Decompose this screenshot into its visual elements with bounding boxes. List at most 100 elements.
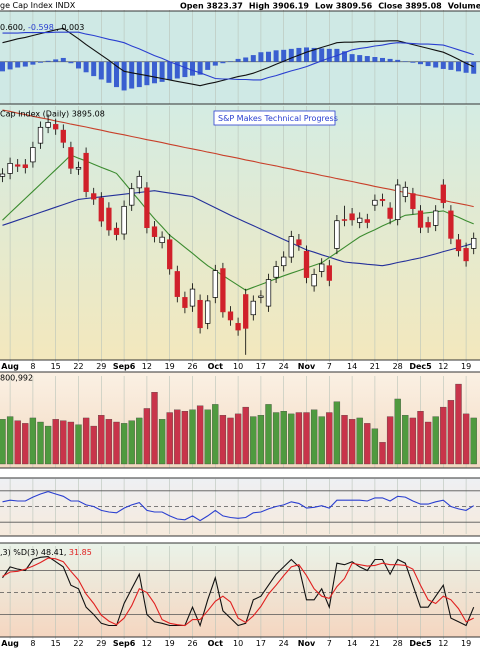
- histogram-bar: [212, 61, 218, 66]
- candle-body: [273, 266, 279, 278]
- candle-body: [326, 265, 332, 281]
- volume-bar: [409, 417, 417, 465]
- candle-body: [159, 236, 165, 244]
- candle-body: [0, 173, 6, 177]
- x-tick-label: 12: [438, 639, 448, 648]
- histogram-bar: [159, 61, 165, 82]
- histogram-bar: [167, 61, 173, 80]
- volume-bar: [181, 411, 189, 465]
- volume-bar: [136, 417, 143, 465]
- volume-bar: [60, 420, 67, 465]
- x-tick-label: 8: [30, 362, 35, 371]
- volume-bar: [348, 419, 356, 465]
- annotation: S&P Makes Technical Progress: [218, 114, 338, 123]
- histogram-bar: [273, 50, 279, 62]
- volume-bar: [326, 412, 333, 465]
- histogram-bar: [220, 61, 226, 64]
- candle-body: [189, 288, 196, 307]
- x-tick-label: 21: [370, 362, 380, 371]
- x-tick-label: 17: [256, 362, 266, 371]
- histogram-bar: [250, 55, 256, 62]
- histogram-bar: [418, 61, 423, 65]
- volume-bar: [98, 415, 105, 465]
- volume-bar: [29, 417, 37, 465]
- volume-bar: [82, 417, 90, 465]
- x-tick-label: 12: [142, 362, 152, 371]
- volume-bar: [417, 411, 424, 465]
- candle-body: [182, 297, 188, 308]
- volume-bar: [227, 417, 234, 465]
- histogram-bar: [76, 61, 81, 69]
- indicator-line: [2, 154, 474, 291]
- candle-body: [91, 193, 97, 200]
- histogram-bar: [83, 61, 89, 73]
- candle-body: [205, 300, 211, 324]
- header-item: Low 3809.56: [315, 1, 373, 10]
- candle-body: [15, 164, 21, 167]
- volume-bar: [265, 404, 272, 465]
- x-tick-label: Aug: [1, 639, 19, 648]
- candle-body: [30, 147, 36, 163]
- histogram-bar: [266, 51, 271, 62]
- histogram-bar: [0, 61, 5, 72]
- label-part: 31.85: [69, 548, 92, 557]
- candle-body: [402, 186, 408, 197]
- header-item: High 3906.19: [249, 1, 310, 10]
- x-tick-label: 12: [142, 639, 152, 648]
- x-tick-label: 28: [393, 362, 403, 371]
- candle-body: [68, 147, 74, 169]
- x-tick-label: 8: [30, 639, 35, 648]
- candle-body: [425, 222, 431, 228]
- histogram-bar: [129, 61, 135, 89]
- histogram-bar: [174, 61, 180, 79]
- x-tick-label: Sep6: [113, 362, 136, 371]
- candle-body: [258, 295, 264, 298]
- volume-bar: [14, 420, 21, 465]
- candle-body: [22, 164, 28, 169]
- x-tick-label: 14: [347, 639, 357, 648]
- volume-bar: [158, 419, 166, 465]
- x-tick-label: 26: [187, 362, 197, 371]
- histogram-bar: [45, 60, 51, 62]
- header-bar: [0, 0, 480, 11]
- candle-body: [471, 237, 477, 249]
- candle-body: [463, 248, 469, 262]
- candle-body: [212, 270, 218, 298]
- header-item: Close 3895.08: [378, 1, 442, 10]
- candle-body: [167, 239, 173, 270]
- volume-bar: [462, 413, 470, 465]
- candle-body: [250, 300, 256, 316]
- volume-bar: [67, 421, 75, 465]
- macd-panel: [0, 11, 480, 104]
- volume-bar: [90, 425, 97, 465]
- x-tick-label: 28: [393, 639, 403, 648]
- x-tick-label: 14: [347, 362, 357, 371]
- histogram-bar: [288, 48, 294, 62]
- candle-body: [281, 256, 287, 267]
- candle-body: [296, 239, 302, 246]
- volume-bar: [174, 409, 181, 465]
- label-part: ,3) %D(3) 48.41,: [0, 548, 69, 557]
- x-tick-label: 29: [96, 639, 106, 648]
- x-tick-label: Aug: [1, 362, 19, 371]
- volume-bar: [432, 416, 439, 465]
- histogram-bar: [205, 61, 211, 70]
- candle-body: [60, 129, 66, 143]
- header-item: Open 3823.37: [180, 1, 243, 10]
- x-tick-label: Oct: [208, 362, 224, 371]
- volume-bar: [295, 412, 303, 465]
- candle-body: [433, 210, 439, 226]
- volume-bar: [166, 412, 173, 465]
- histogram-bar: [53, 59, 59, 62]
- histogram-bar: [440, 61, 446, 69]
- x-tick-label: 19: [461, 362, 471, 371]
- x-tick-label: 22: [73, 639, 83, 648]
- volume-bar: [37, 421, 44, 465]
- x-tick-label: Dec5: [409, 362, 432, 371]
- x-tick-label: 29: [96, 362, 106, 371]
- volume-bar: [424, 421, 432, 465]
- histogram-bar: [364, 56, 370, 62]
- histogram-bar: [380, 57, 385, 62]
- histogram-bar: [190, 61, 195, 76]
